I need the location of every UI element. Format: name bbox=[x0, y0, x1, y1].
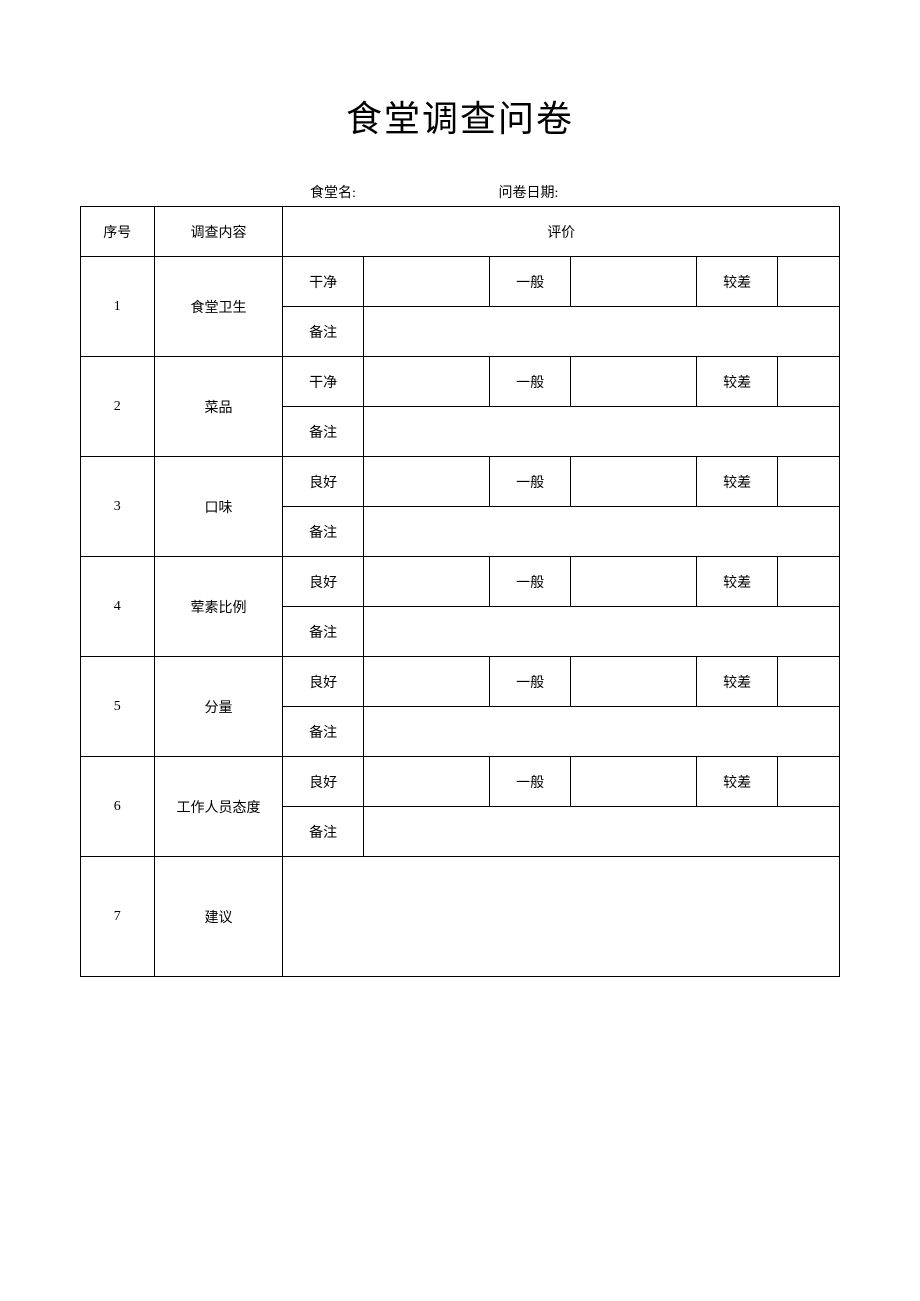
survey-table: 序号 调查内容 评价 1食堂卫生干净一般较差备注2菜品干净一般较差备注3口味良好… bbox=[80, 206, 840, 977]
remarks-label: 备注 bbox=[283, 707, 364, 757]
row-content: 工作人员态度 bbox=[154, 757, 283, 857]
rating-checkbox-cell[interactable] bbox=[363, 757, 490, 807]
survey-date-label: 问卷日期: bbox=[499, 182, 559, 202]
remarks-input-cell[interactable] bbox=[363, 707, 839, 757]
canteen-name-label: 食堂名: bbox=[310, 182, 495, 202]
remarks-input-cell[interactable] bbox=[363, 307, 839, 357]
survey-row: 5分量良好一般较差 bbox=[81, 657, 840, 707]
meta-row: 食堂名: 问卷日期: bbox=[80, 182, 840, 202]
rating-checkbox-cell[interactable] bbox=[363, 657, 490, 707]
row-number: 5 bbox=[81, 657, 155, 757]
remarks-input-cell[interactable] bbox=[363, 607, 839, 657]
row-content: 菜品 bbox=[154, 357, 283, 457]
rating-checkbox-cell[interactable] bbox=[777, 457, 839, 507]
row-number: 6 bbox=[81, 757, 155, 857]
rating-option: 较差 bbox=[697, 457, 778, 507]
rating-option: 良好 bbox=[283, 657, 364, 707]
rating-option: 干净 bbox=[283, 357, 364, 407]
rating-option: 良好 bbox=[283, 757, 364, 807]
row-number: 3 bbox=[81, 457, 155, 557]
suggestion-row: 7建议 bbox=[81, 857, 840, 977]
rating-option: 良好 bbox=[283, 457, 364, 507]
rating-checkbox-cell[interactable] bbox=[363, 357, 490, 407]
row-number: 2 bbox=[81, 357, 155, 457]
rating-checkbox-cell[interactable] bbox=[570, 757, 697, 807]
row-content: 食堂卫生 bbox=[154, 257, 283, 357]
remarks-input-cell[interactable] bbox=[363, 407, 839, 457]
survey-row: 4荤素比例良好一般较差 bbox=[81, 557, 840, 607]
header-content: 调查内容 bbox=[154, 207, 283, 257]
remarks-label: 备注 bbox=[283, 507, 364, 557]
rating-checkbox-cell[interactable] bbox=[570, 257, 697, 307]
rating-option: 良好 bbox=[283, 557, 364, 607]
rating-option: 较差 bbox=[697, 657, 778, 707]
remarks-label: 备注 bbox=[283, 307, 364, 357]
remarks-label: 备注 bbox=[283, 607, 364, 657]
suggestion-input-cell[interactable] bbox=[283, 857, 840, 977]
survey-row: 2菜品干净一般较差 bbox=[81, 357, 840, 407]
header-eval: 评价 bbox=[283, 207, 840, 257]
rating-option: 一般 bbox=[490, 657, 571, 707]
rating-checkbox-cell[interactable] bbox=[777, 657, 839, 707]
rating-checkbox-cell[interactable] bbox=[777, 357, 839, 407]
rating-option: 较差 bbox=[697, 357, 778, 407]
rating-checkbox-cell[interactable] bbox=[777, 757, 839, 807]
rating-checkbox-cell[interactable] bbox=[570, 457, 697, 507]
rating-option: 较差 bbox=[697, 257, 778, 307]
rating-option: 较差 bbox=[697, 757, 778, 807]
survey-row: 1食堂卫生干净一般较差 bbox=[81, 257, 840, 307]
rating-checkbox-cell[interactable] bbox=[363, 457, 490, 507]
rating-option: 一般 bbox=[490, 257, 571, 307]
rating-checkbox-cell[interactable] bbox=[570, 657, 697, 707]
rating-checkbox-cell[interactable] bbox=[363, 557, 490, 607]
survey-row: 3口味良好一般较差 bbox=[81, 457, 840, 507]
row-number: 1 bbox=[81, 257, 155, 357]
page-title: 食堂调查问卷 bbox=[80, 90, 840, 142]
rating-checkbox-cell[interactable] bbox=[570, 557, 697, 607]
rating-option: 一般 bbox=[490, 557, 571, 607]
row-content: 荤素比例 bbox=[154, 557, 283, 657]
remarks-input-cell[interactable] bbox=[363, 507, 839, 557]
rating-option: 一般 bbox=[490, 757, 571, 807]
remarks-label: 备注 bbox=[283, 407, 364, 457]
rating-checkbox-cell[interactable] bbox=[363, 257, 490, 307]
row-content: 分量 bbox=[154, 657, 283, 757]
rating-checkbox-cell[interactable] bbox=[570, 357, 697, 407]
remarks-input-cell[interactable] bbox=[363, 807, 839, 857]
remarks-label: 备注 bbox=[283, 807, 364, 857]
rating-option: 干净 bbox=[283, 257, 364, 307]
row-number: 7 bbox=[81, 857, 155, 977]
row-content: 口味 bbox=[154, 457, 283, 557]
rating-checkbox-cell[interactable] bbox=[777, 557, 839, 607]
rating-option: 一般 bbox=[490, 357, 571, 407]
rating-option: 一般 bbox=[490, 457, 571, 507]
survey-row: 6工作人员态度良好一般较差 bbox=[81, 757, 840, 807]
rating-option: 较差 bbox=[697, 557, 778, 607]
row-number: 4 bbox=[81, 557, 155, 657]
suggestion-label: 建议 bbox=[154, 857, 283, 977]
rating-checkbox-cell[interactable] bbox=[777, 257, 839, 307]
header-row: 序号 调查内容 评价 bbox=[81, 207, 840, 257]
header-num: 序号 bbox=[81, 207, 155, 257]
